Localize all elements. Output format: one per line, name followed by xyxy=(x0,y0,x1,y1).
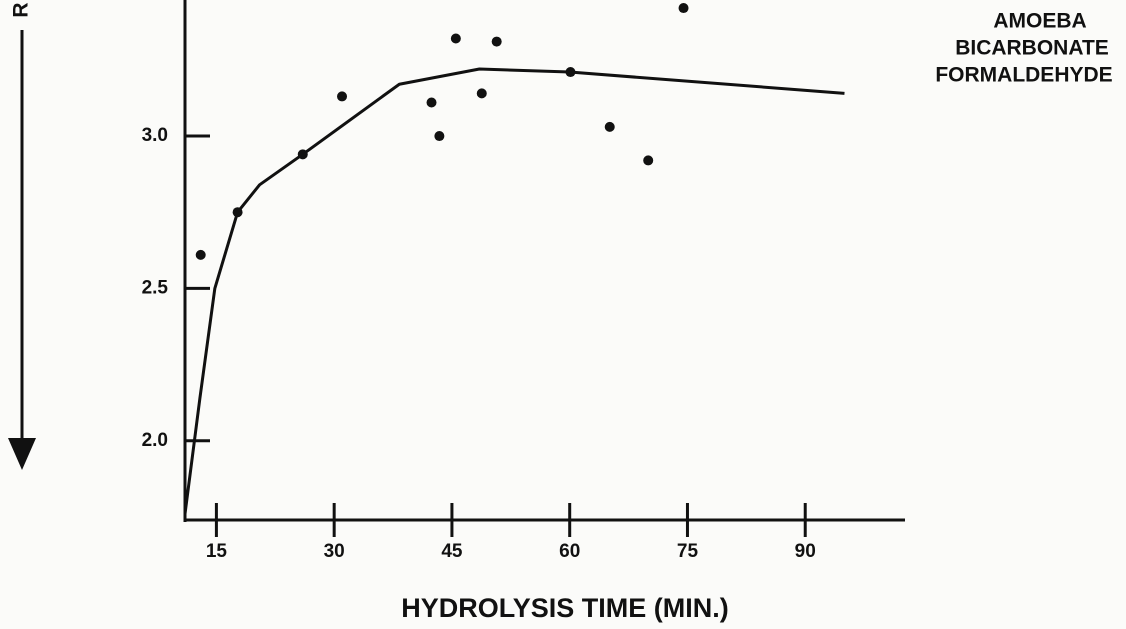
arrow-head xyxy=(8,438,36,470)
data-point xyxy=(604,121,615,132)
data-point xyxy=(195,249,206,260)
x-tick-label: 75 xyxy=(677,541,699,562)
y-tick-label: 3.0 xyxy=(142,125,168,146)
x-tick-label: 90 xyxy=(795,541,816,562)
data-point xyxy=(232,207,243,218)
data-point xyxy=(476,88,487,99)
data-point xyxy=(643,155,654,166)
data-point xyxy=(565,67,576,78)
x-tick-label: 15 xyxy=(206,541,228,562)
annotation: AMOEBA xyxy=(993,10,1086,33)
data-point xyxy=(426,97,437,108)
data-point xyxy=(297,149,308,160)
x-tick-label: 60 xyxy=(559,541,580,562)
data-point xyxy=(678,3,689,14)
annotation: FORMALDEHYDE xyxy=(935,64,1112,87)
data-point xyxy=(434,131,445,142)
fit-curve xyxy=(183,67,845,515)
data-point xyxy=(491,36,502,47)
annotation: BICARBONATE xyxy=(955,37,1109,60)
data-point xyxy=(337,91,348,102)
x-tick-label: 30 xyxy=(324,541,345,562)
data-point xyxy=(450,33,461,44)
x-axis-label: HYDROLYSIS TIME (MIN.) xyxy=(401,593,729,623)
x-tick-label: 45 xyxy=(441,541,463,562)
y-tick-label: 2.5 xyxy=(142,277,169,298)
y-axis-label: R xyxy=(10,2,33,17)
y-tick-label: 2.0 xyxy=(142,430,168,451)
